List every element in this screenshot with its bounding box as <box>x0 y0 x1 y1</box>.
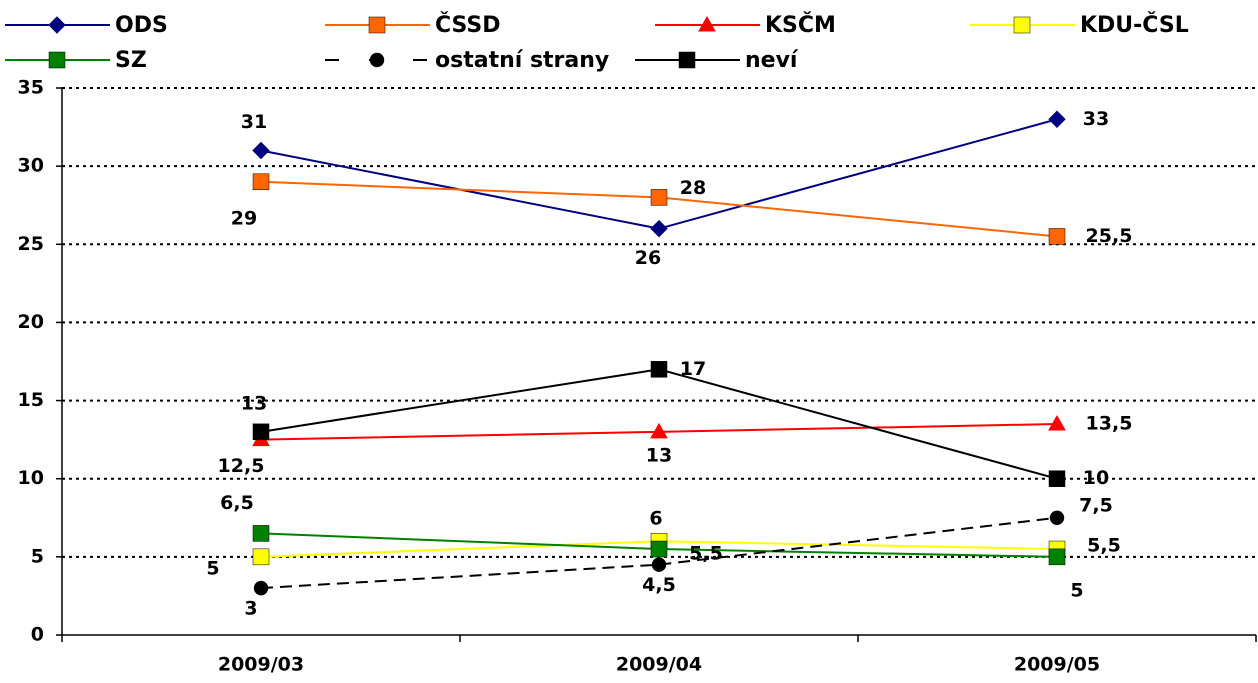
data-point <box>650 219 668 238</box>
legend-label: ODS <box>115 13 168 38</box>
data-label: 13 <box>241 392 267 414</box>
data-label: 13,5 <box>1086 413 1133 435</box>
data-point <box>650 540 668 558</box>
data-point <box>252 173 270 191</box>
data-label: 5,5 <box>1087 535 1121 557</box>
data-label: 28 <box>680 177 706 199</box>
series-line <box>260 118 1058 230</box>
data-label: 33 <box>1083 108 1109 130</box>
series-line <box>260 516 1058 590</box>
data-label: 29 <box>231 207 257 229</box>
data-point <box>650 422 668 439</box>
data-point <box>650 189 668 206</box>
x-tick-label: 2009/03 <box>218 654 304 676</box>
legend-label: KDU-ČSL <box>1080 12 1189 38</box>
y-tick-label: 30 <box>18 155 44 177</box>
legend-marker <box>678 51 696 69</box>
legend-marker <box>368 16 386 34</box>
legend-marker <box>698 15 716 32</box>
data-label: 5 <box>1070 579 1083 601</box>
data-point <box>253 580 269 596</box>
data-label: 7,5 <box>1079 494 1113 516</box>
data-label: 3 <box>244 598 257 620</box>
data-label: 10 <box>1083 467 1109 489</box>
data-point <box>252 423 270 441</box>
y-tick-label: 15 <box>18 389 44 411</box>
y-tick-label: 20 <box>18 311 44 333</box>
legend-label: ČSSD <box>435 12 501 38</box>
legend-marker <box>369 52 385 68</box>
legend-label: ostatní strany <box>435 48 609 73</box>
data-label: 5 <box>206 557 219 579</box>
data-label: 13 <box>646 444 672 466</box>
legend-marker <box>1013 16 1031 34</box>
data-label: 12,5 <box>218 455 265 477</box>
data-label: 17 <box>680 358 706 380</box>
data-point <box>1048 228 1066 245</box>
data-point <box>1048 415 1066 431</box>
data-label: 6,5 <box>220 492 254 514</box>
y-tick-label: 0 <box>31 624 44 646</box>
data-point <box>252 525 270 542</box>
legend-marker <box>48 16 66 34</box>
data-label: 25,5 <box>1086 225 1133 247</box>
data-point <box>1049 510 1065 525</box>
y-tick-label: 5 <box>31 545 44 567</box>
data-point <box>1048 548 1066 566</box>
legend-label: neví <box>745 48 799 73</box>
data-label: 4,5 <box>642 574 676 596</box>
data-point <box>1048 110 1066 128</box>
data-label: 26 <box>635 247 661 269</box>
y-tick-label: 35 <box>18 77 44 99</box>
data-point <box>252 141 270 160</box>
x-tick-label: 2009/05 <box>1014 654 1100 676</box>
y-tick-label: 25 <box>18 233 44 255</box>
legend-marker <box>48 51 66 69</box>
legend-label: KSČM <box>765 12 836 38</box>
data-label: 6 <box>649 508 662 530</box>
data-label: 31 <box>241 111 267 133</box>
x-tick-label: 2009/04 <box>616 654 702 676</box>
legend-label: SZ <box>115 48 147 73</box>
data-point <box>650 361 668 378</box>
data-point <box>651 557 667 572</box>
data-point <box>1048 470 1066 487</box>
data-point <box>252 548 270 566</box>
y-tick-label: 10 <box>18 467 44 489</box>
data-label: 5,5 <box>689 543 723 565</box>
